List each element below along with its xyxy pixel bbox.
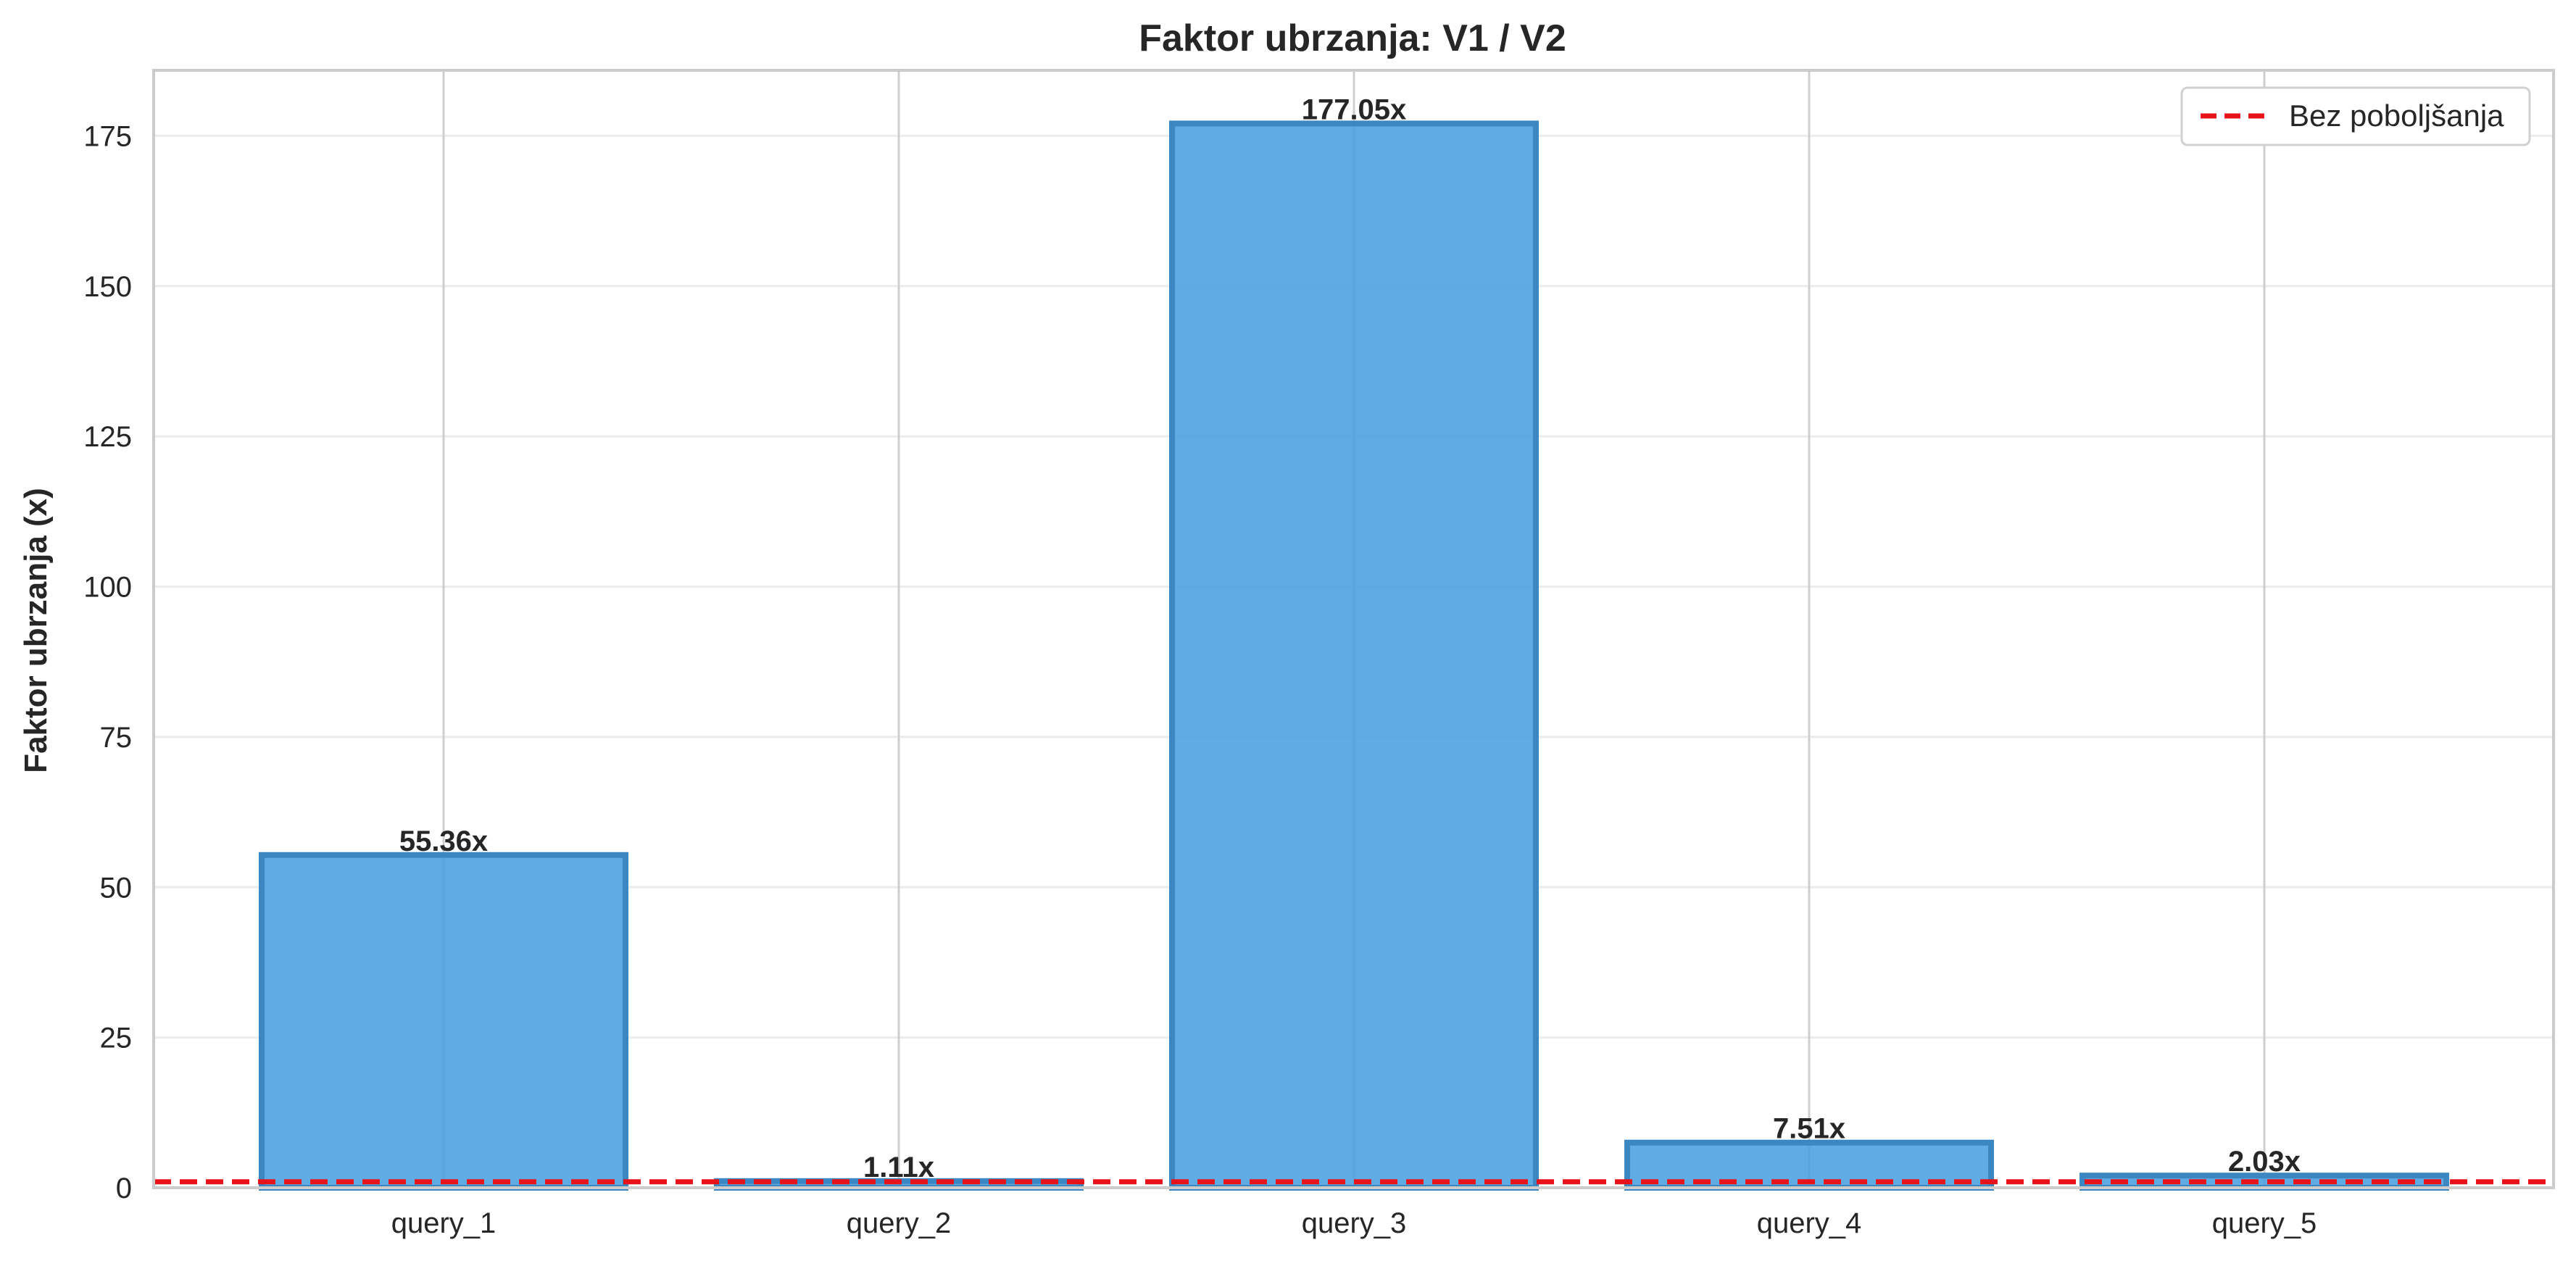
bar-value-label: 7.51x: [1773, 1113, 1845, 1145]
bar-query_3: [1169, 120, 1539, 1191]
bar-value-label: 2.03x: [2228, 1146, 2301, 1178]
y-tick-label: 50: [100, 872, 133, 904]
y-axis-label: Faktor ubrzanja (x): [18, 488, 54, 773]
legend-box: [2180, 86, 2531, 146]
y-tick-label: 0: [116, 1173, 132, 1204]
legend: Bez poboljšanja: [2180, 86, 2531, 146]
x-tick-label: query_1: [391, 1207, 496, 1239]
axes-layer: [152, 69, 2555, 1189]
bar-value-label: 1.11x: [863, 1152, 934, 1183]
y-tick-label: 100: [83, 572, 132, 604]
y-tick-label: 125: [83, 421, 132, 453]
labels-layer: 0 25 50 75 100 125 150 175 query_1 query_2 query_3…: [83, 93, 2317, 1239]
x-tick-label: query_3: [1302, 1207, 1407, 1239]
bar-value-label: 55.36x: [399, 825, 488, 857]
x-tick-label: query_5: [2212, 1207, 2317, 1239]
chart-title: Faktor ubrzanja: V1 / V2: [1139, 17, 1566, 59]
y-tick-label: 175: [83, 120, 132, 152]
legend-label-reference: Bez poboljšanja: [2289, 99, 2504, 133]
bars-layer: [259, 120, 2449, 1191]
bar-query_1: [259, 852, 628, 1191]
y-tick-label: 75: [100, 722, 133, 754]
x-tick-label: query_2: [847, 1207, 952, 1239]
y-tick-label: 150: [83, 271, 132, 303]
bar-value-label: 177.05x: [1302, 93, 1407, 125]
x-tick-label: query_4: [1757, 1207, 1862, 1239]
plot-frame: [152, 69, 2555, 1189]
y-tick-label: 25: [100, 1023, 133, 1054]
